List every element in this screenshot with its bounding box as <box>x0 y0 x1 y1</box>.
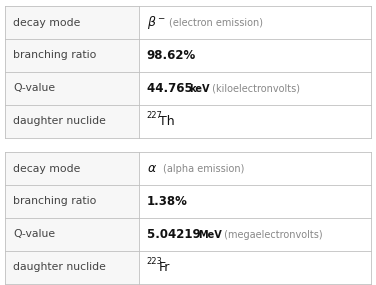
Bar <box>139 39 371 72</box>
Text: $\alpha$: $\alpha$ <box>147 162 157 175</box>
Text: 5.04219: 5.04219 <box>147 228 205 241</box>
Bar <box>5 105 139 138</box>
Bar <box>5 152 139 185</box>
Text: MeV: MeV <box>199 229 222 239</box>
Bar <box>139 185 371 218</box>
Text: decay mode: decay mode <box>13 164 80 174</box>
Text: (kiloelectronvolts): (kiloelectronvolts) <box>209 84 300 93</box>
Text: 44.765: 44.765 <box>147 82 197 95</box>
Text: Q-value: Q-value <box>13 229 55 239</box>
Text: decay mode: decay mode <box>13 17 80 27</box>
Bar <box>5 185 139 218</box>
Text: daughter nuclide: daughter nuclide <box>13 262 106 272</box>
Text: branching ratio: branching ratio <box>13 196 96 207</box>
Text: Th: Th <box>159 115 174 128</box>
Bar <box>5 72 139 105</box>
Bar <box>5 39 139 72</box>
Bar <box>139 105 371 138</box>
Bar <box>139 72 371 105</box>
Text: Q-value: Q-value <box>13 84 55 93</box>
Bar <box>5 6 139 39</box>
Text: Fr: Fr <box>159 261 170 274</box>
Text: 98.62%: 98.62% <box>147 49 196 62</box>
Text: (megaelectronvolts): (megaelectronvolts) <box>221 229 322 239</box>
Bar <box>139 218 371 251</box>
Text: daughter nuclide: daughter nuclide <box>13 117 106 127</box>
Bar <box>139 152 371 185</box>
Text: 227: 227 <box>147 111 162 120</box>
Text: (alpha emission): (alpha emission) <box>162 164 244 174</box>
Bar <box>5 218 139 251</box>
Text: 1.38%: 1.38% <box>147 195 188 208</box>
Text: $\beta^-$: $\beta^-$ <box>147 14 166 31</box>
Text: (electron emission): (electron emission) <box>168 17 262 27</box>
Text: 223: 223 <box>147 257 162 266</box>
Bar <box>139 6 371 39</box>
Text: branching ratio: branching ratio <box>13 50 96 60</box>
Text: keV: keV <box>190 84 210 93</box>
Bar <box>139 251 371 284</box>
Bar <box>5 251 139 284</box>
